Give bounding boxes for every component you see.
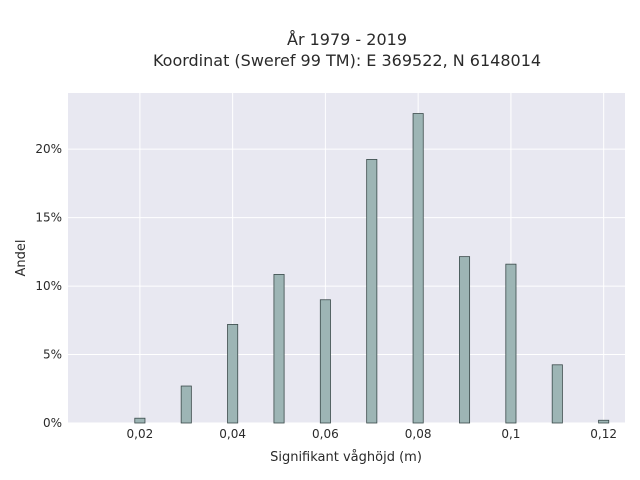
histogram-bar xyxy=(273,274,285,424)
y-axis-ticks: 0% 5% 10% 15% 20% xyxy=(35,142,62,430)
chart-title-line1: År 1979 - 2019 xyxy=(287,30,407,49)
histogram-bar xyxy=(134,417,146,424)
y-tick-label: 15% xyxy=(35,211,62,225)
y-axis-label: Andel xyxy=(14,240,29,277)
plot-area xyxy=(68,93,625,423)
x-tick-label: 0,06 xyxy=(312,427,339,441)
bars xyxy=(134,113,610,424)
x-tick-label: 0,1 xyxy=(501,427,520,441)
y-tick-label: 20% xyxy=(35,142,62,156)
y-tick-label: 10% xyxy=(35,279,62,293)
histogram-bar xyxy=(551,364,563,424)
x-tick-label: 0,02 xyxy=(127,427,154,441)
histogram-bar xyxy=(505,263,517,424)
histogram-bar xyxy=(319,299,331,424)
histogram-bar xyxy=(227,324,239,424)
gridlines xyxy=(68,93,625,424)
x-tick-label: 0,08 xyxy=(405,427,432,441)
x-axis-ticks: 0,02 0,04 0,06 0,08 0,1 0,12 xyxy=(127,427,617,441)
chart-title-line2: Koordinat (Sweref 99 TM): E 369522, N 61… xyxy=(153,51,541,70)
histogram-bar xyxy=(180,385,192,424)
y-tick-label: 0% xyxy=(43,416,62,430)
x-tick-label: 0,04 xyxy=(219,427,246,441)
x-axis-label: Signifikant våghöjd (m) xyxy=(270,450,422,465)
x-tick-label: 0,12 xyxy=(590,427,617,441)
histogram-bar xyxy=(598,419,610,424)
histogram-bar xyxy=(412,113,424,424)
histogram-bar xyxy=(366,159,378,424)
histogram-bar xyxy=(459,256,471,424)
y-tick-label: 5% xyxy=(43,348,62,362)
